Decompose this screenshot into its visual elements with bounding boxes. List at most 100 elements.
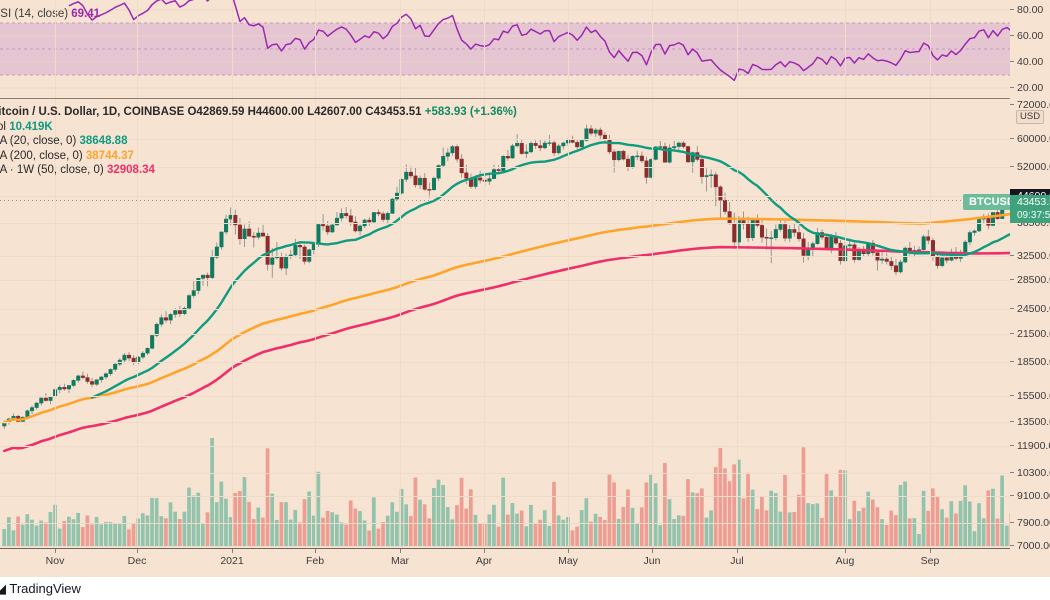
- study-row-volume[interactable]: Vol 10.419K: [0, 120, 517, 135]
- time-axis-label: Mar: [390, 555, 410, 567]
- study-value-ma50w: 32908.34: [106, 164, 155, 176]
- study-row-ma20[interactable]: MA (20, close, 0) 38648.88: [0, 134, 517, 149]
- volume-bar: [173, 511, 178, 546]
- time-axis-tick: [845, 549, 846, 553]
- rsi-line: [68, 0, 1026, 82]
- candle-body: [316, 224, 321, 244]
- time-axis[interactable]: Nov Dec 2021 Feb Mar Apr May Jun Jul Aug Sep: [0, 549, 1010, 577]
- study-value-ma200: 38744.37: [85, 149, 134, 162]
- candle-body: [630, 156, 635, 168]
- volume-bar: [385, 515, 390, 546]
- candle-body: [732, 223, 737, 243]
- candle-body: [140, 352, 145, 358]
- candle-body: [94, 379, 99, 385]
- candle-body: [699, 159, 704, 177]
- candle-body: [39, 397, 44, 404]
- volume-bar: [298, 522, 302, 546]
- volume-bar: [829, 490, 834, 546]
- candle-body: [224, 218, 229, 233]
- time-axis-tick: [232, 549, 233, 553]
- volume-bar: [699, 488, 704, 546]
- candle-body: [408, 171, 413, 177]
- volume-bar: [436, 479, 441, 546]
- price-gridline: [0, 523, 1010, 525]
- volume-bar: [861, 507, 866, 546]
- candle-body: [358, 225, 363, 232]
- ma-50w-line: [3, 245, 1027, 453]
- price-gridline: [0, 395, 1010, 397]
- volume-bar: [496, 526, 501, 546]
- volume-bar: [930, 488, 935, 546]
- candle-body: [598, 129, 603, 136]
- price-gridline: [0, 308, 1010, 310]
- volume-bar: [427, 518, 432, 546]
- price-scale[interactable]: 80.00 60.00 40.00 20.00 72000.0 60000.0 52000.…: [1010, 0, 1050, 577]
- volume-bar: [25, 514, 30, 546]
- candle-body: [852, 244, 857, 260]
- high-value: 44600.00: [255, 106, 304, 118]
- study-row-ma200[interactable]: MA (200, close, 0) 38744.37: [0, 149, 517, 164]
- time-axis-tick: [137, 549, 138, 553]
- candle-body: [404, 171, 409, 180]
- volume-bar: [20, 524, 25, 546]
- volume-bar: [940, 509, 944, 546]
- volume-bar: [612, 482, 616, 546]
- volume-bar: [995, 518, 1000, 546]
- time-axis-label: May: [558, 555, 578, 567]
- volume-bar: [284, 502, 288, 546]
- rsi-scale-tick: 80.00: [1010, 4, 1050, 16]
- candle-body: [528, 143, 533, 153]
- candle-body: [427, 189, 432, 191]
- volume-bar: [233, 492, 238, 546]
- candle-body: [944, 257, 949, 261]
- high-label: H: [247, 106, 256, 118]
- volume-bar: [681, 515, 686, 546]
- tradingview-logo[interactable]: ◢ TradingView: [0, 581, 81, 597]
- price-scale-tick: 60000.0: [1010, 133, 1050, 145]
- candle-body: [552, 142, 557, 154]
- volume-bar: [575, 526, 579, 546]
- volume-bar: [205, 512, 210, 546]
- candle-body: [681, 142, 686, 147]
- time-axis-label: Jul: [730, 555, 744, 567]
- candle-body: [279, 256, 284, 269]
- volume-bar: [579, 510, 584, 546]
- volume-bar: [944, 517, 949, 546]
- candle-body: [917, 249, 922, 251]
- volume-bar: [418, 499, 422, 546]
- volume-bar: [820, 517, 824, 546]
- volume-bar: [792, 512, 797, 546]
- rsi-legend[interactable]: RSI (14, close) 69.41: [0, 8, 100, 20]
- volume-bar: [362, 520, 367, 546]
- study-name-volume: Vol: [0, 120, 6, 133]
- candle-body: [709, 174, 714, 176]
- study-row-ma50w[interactable]: MA · 1W (50, close, 0) 32908.34: [0, 163, 517, 178]
- volume-bar: [237, 491, 242, 546]
- volume-bar: [524, 526, 529, 546]
- volume-bar: [833, 495, 838, 546]
- candle-body: [390, 198, 395, 214]
- volume-bar: [307, 491, 311, 546]
- volume-bar: [912, 518, 917, 546]
- volume-bar: [256, 507, 261, 546]
- volume-bar: [778, 511, 783, 546]
- candle-body: [658, 146, 663, 148]
- volume-bar: [907, 518, 912, 546]
- volume-bar: [676, 515, 681, 546]
- price-legend[interactable]: Bitcoin / U.S. Dollar, 1D, COINBASE O428…: [0, 105, 517, 178]
- candle-body: [200, 274, 205, 279]
- volume-bar: [644, 482, 649, 546]
- price-gridline: [0, 280, 1010, 282]
- price-legend-ohlc-row: Bitcoin / U.S. Dollar, 1D, COINBASE O428…: [0, 105, 517, 120]
- volume-bar: [6, 517, 11, 546]
- time-gridline: [232, 0, 233, 98]
- rsi-panel[interactable]: RSI (14, close) 69.41: [0, 0, 1026, 98]
- volume-bar: [399, 488, 404, 546]
- symbol-tag-btcusd[interactable]: BTCUSD: [963, 193, 1021, 210]
- price-panel[interactable]: [0, 99, 1028, 549]
- candle-body: [302, 246, 307, 262]
- candle-body: [672, 146, 677, 149]
- current-time-value: 09:37:5: [1017, 209, 1050, 221]
- candle-body: [690, 152, 695, 163]
- candle-body: [644, 160, 649, 178]
